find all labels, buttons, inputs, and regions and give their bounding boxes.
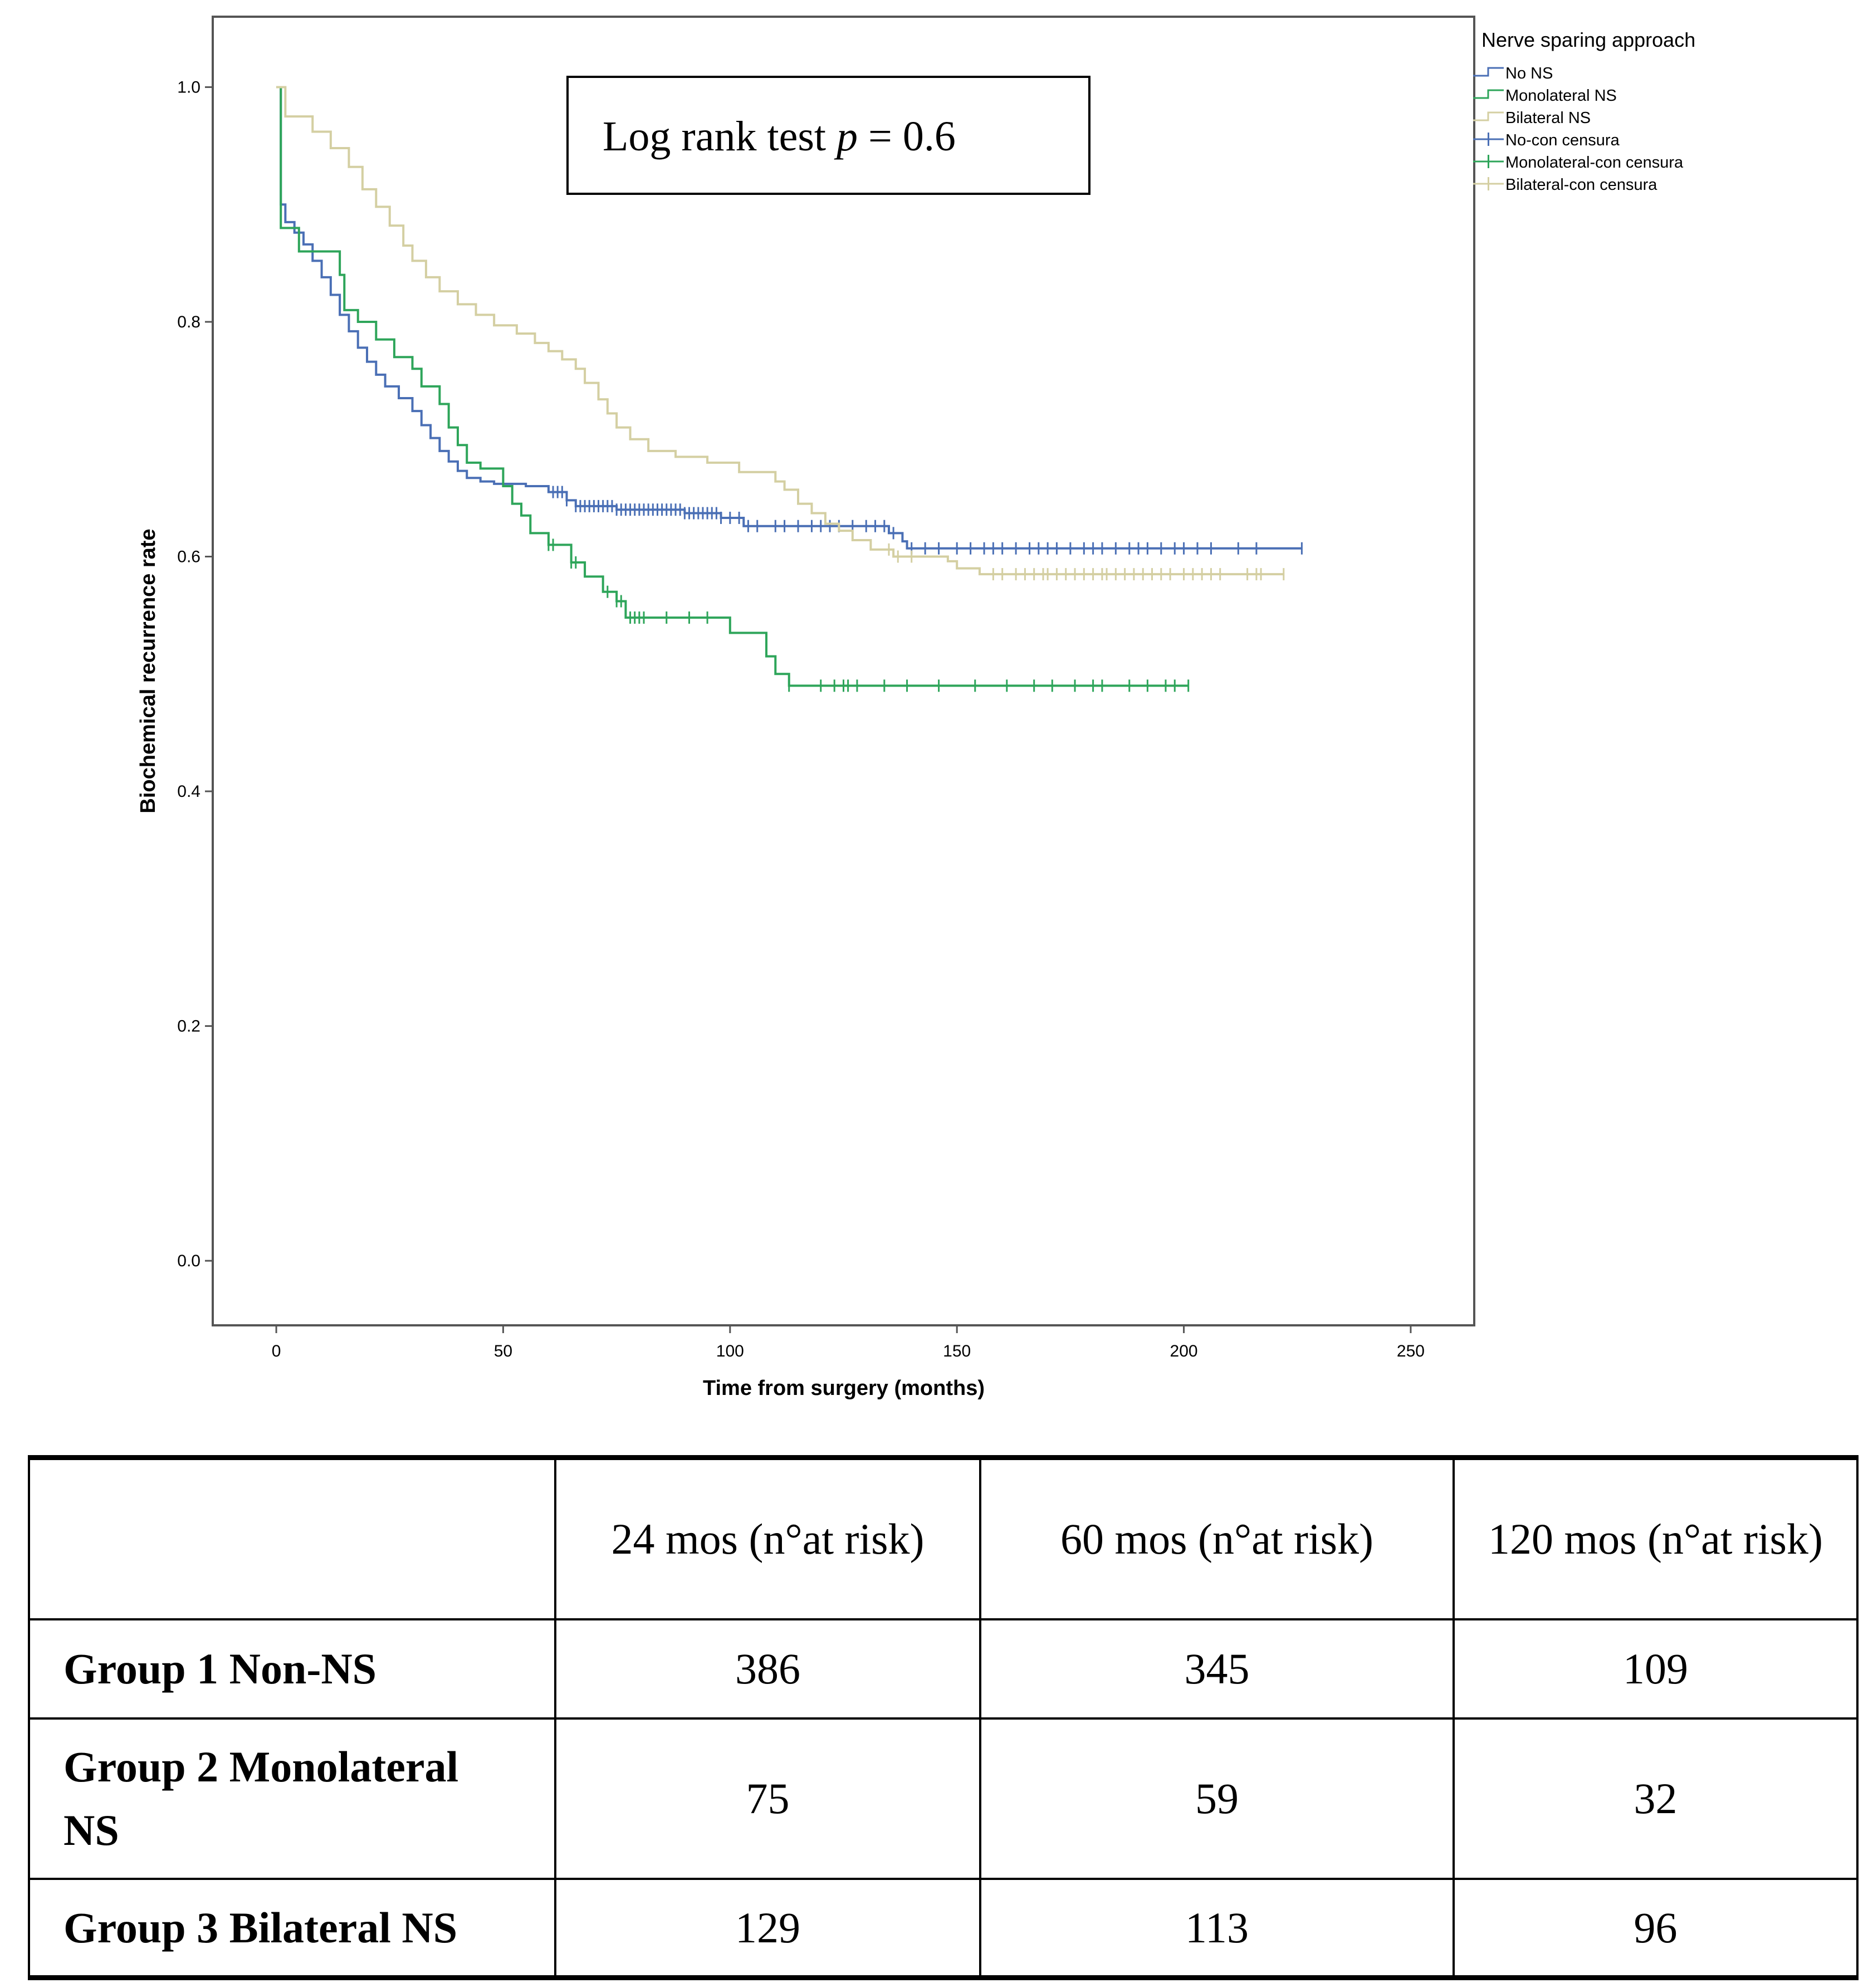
annotation-p-symbol: p xyxy=(834,113,858,160)
cell-group-3-120: 96 xyxy=(1453,1877,1859,1980)
risk-table: 24 mos (n°at risk) 60 mos (n°at risk) 12… xyxy=(28,1455,1859,1980)
cell-group-3-24: 129 xyxy=(554,1877,981,1980)
legend-swatch xyxy=(1473,111,1504,121)
annotation-box xyxy=(566,76,1090,195)
annotation-prefix: Log rank test xyxy=(603,113,837,160)
table-row: Group 1 Non-NS 386 345 109 xyxy=(28,1618,1859,1720)
km-chart: 0 50 100 150 200 250 0.0 0.2 0.4 0.6 0.8 1.0 Bioche… xyxy=(136,16,1695,1400)
header-120-mos: 120 mos (n°at risk) xyxy=(1453,1455,1859,1620)
table-row: Group 2 Monolateral NS 75 59 32 xyxy=(28,1717,1859,1880)
x-tick-label: 100 xyxy=(716,1342,744,1360)
legend-entry: Bilateral NS xyxy=(1505,109,1591,127)
legend-swatch xyxy=(1473,67,1504,77)
header-empty-cell xyxy=(28,1455,556,1620)
y-tick-label: 0.2 xyxy=(177,1017,200,1036)
svg-text:Log rank test p = 0.6: Log rank test p = 0.6 xyxy=(603,113,956,160)
table-row: Group 3 Bilateral NS 129 113 96 xyxy=(28,1877,1859,1980)
series-line-3 xyxy=(276,86,1284,576)
cell-group-3-60: 113 xyxy=(979,1877,1455,1980)
x-tick-label: 50 xyxy=(494,1342,512,1360)
legend-entry: Monolateral NS xyxy=(1505,87,1617,105)
cell-group-1-120: 109 xyxy=(1453,1618,1859,1720)
plot-frame xyxy=(212,16,1475,1326)
y-tick-label: 0.8 xyxy=(177,313,200,331)
row-label-group-3: Group 3 Bilateral NS xyxy=(28,1877,556,1980)
y-tick-label: 0.4 xyxy=(177,782,200,801)
x-tick-label: 150 xyxy=(943,1342,971,1360)
row-label-group-1: Group 1 Non-NS xyxy=(28,1618,556,1720)
x-tick-label: 0 xyxy=(272,1342,281,1360)
legend: Nerve sparing approach No NS Monolateral … xyxy=(1473,28,1695,194)
y-tick-label: 0.6 xyxy=(177,548,200,566)
y-axis-label: Biochemical recurrence rate xyxy=(136,528,160,813)
series-line-2 xyxy=(276,86,1189,687)
x-tick-label: 250 xyxy=(1397,1342,1425,1360)
legend-entry: Monolateral-con censura xyxy=(1505,154,1684,172)
y-tick-label: 1.0 xyxy=(177,78,200,96)
y-tick-label: 0.0 xyxy=(177,1252,200,1270)
cell-group-2-24: 75 xyxy=(554,1717,981,1880)
annotation-suffix: = 0.6 xyxy=(858,113,956,160)
x-axis-label: Time from surgery (months) xyxy=(703,1377,985,1400)
legend-entry: No NS xyxy=(1505,65,1553,82)
cell-group-2-120: 32 xyxy=(1453,1717,1859,1880)
cell-group-1-24: 386 xyxy=(554,1618,981,1720)
x-tick-label: 200 xyxy=(1170,1342,1198,1360)
log-rank-annotation: Log rank test p = 0.6 xyxy=(566,76,1090,195)
legend-title: Nerve sparing approach xyxy=(1481,28,1695,51)
legend-entry: Bilateral-con censura xyxy=(1505,176,1657,194)
header-60-mos: 60 mos (n°at risk) xyxy=(979,1455,1455,1620)
header-24-mos: 24 mos (n°at risk) xyxy=(554,1455,981,1620)
risk-table-header-row: 24 mos (n°at risk) 60 mos (n°at risk) 12… xyxy=(28,1455,1859,1620)
legend-swatch xyxy=(1473,89,1504,99)
cell-group-2-60: 59 xyxy=(979,1717,1455,1880)
row-label-group-2: Group 2 Monolateral NS xyxy=(28,1717,556,1880)
legend-entry: No-con censura xyxy=(1505,131,1620,149)
cell-group-1-60: 345 xyxy=(979,1618,1455,1720)
